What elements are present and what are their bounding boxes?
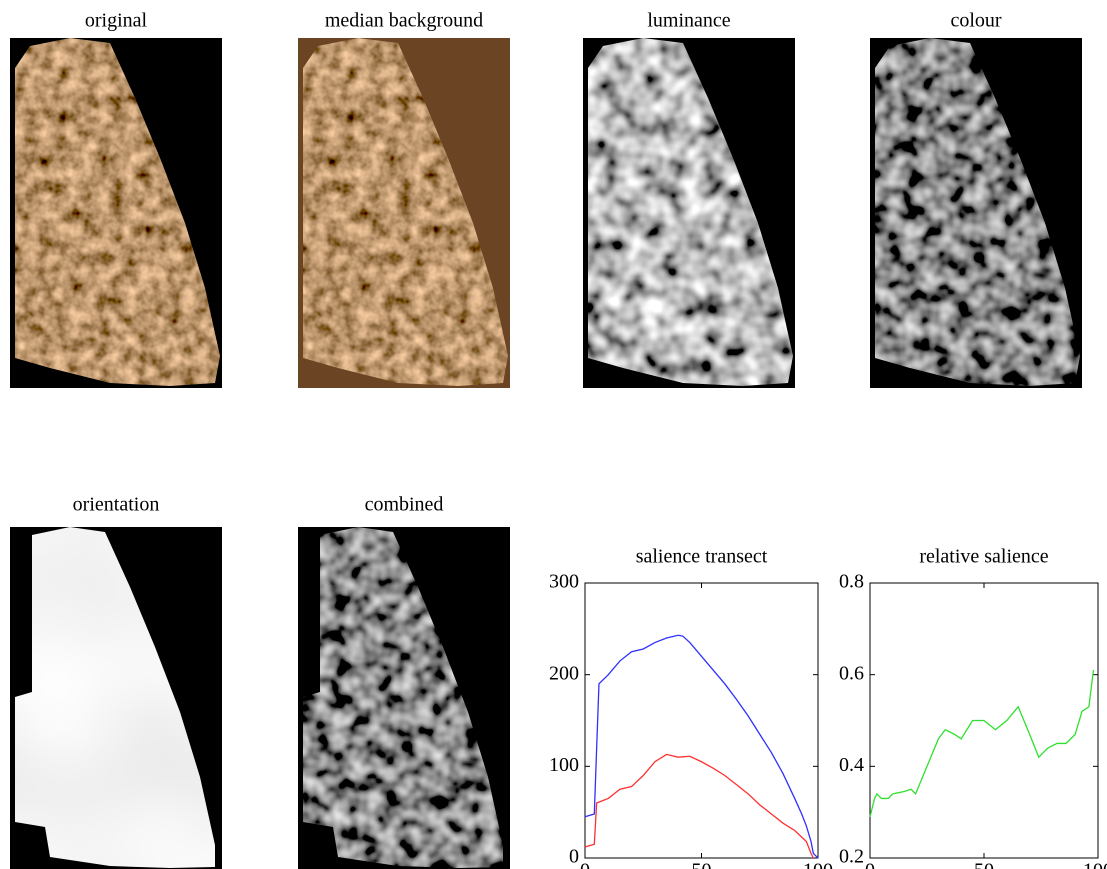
image-luminance: [583, 38, 795, 388]
x-tick-label: 50: [692, 860, 712, 869]
axes-box: [869, 582, 1099, 859]
axes-box: [584, 582, 819, 859]
y-tick-label: 300: [549, 571, 579, 593]
image-median-background: [298, 38, 510, 388]
image-original: [10, 38, 222, 388]
y-tick-label: 0.4: [839, 754, 864, 776]
chart-title: salience transect: [636, 546, 768, 568]
chart-title: relative salience: [919, 546, 1048, 568]
y-tick-label: 0.8: [839, 571, 864, 593]
x-tick-label: 100: [1083, 860, 1107, 869]
image-colour: [870, 38, 1082, 388]
y-tick-label: 0: [569, 846, 579, 868]
line-series: [584, 634, 819, 859]
panel-title: median background: [325, 10, 483, 32]
x-tick-label: 0: [865, 860, 875, 869]
x-tick-label: 0: [580, 860, 590, 869]
x-tick-label: 50: [974, 860, 994, 869]
y-tick-label: 0.6: [839, 662, 864, 684]
line-series: [584, 753, 814, 859]
y-tick-label: 200: [549, 662, 579, 684]
panel-title: combined: [365, 494, 444, 516]
y-tick-label: 0.2: [839, 846, 864, 868]
image-orientation: [10, 527, 222, 869]
panel-title: original: [85, 10, 148, 32]
y-tick-label: 100: [549, 754, 579, 776]
panel-title: luminance: [647, 10, 730, 32]
x-tick-label: 100: [803, 860, 833, 869]
line-series: [869, 669, 1095, 817]
image-combined: [298, 527, 510, 869]
panel-title: colour: [950, 10, 1001, 32]
panel-title: orientation: [73, 494, 160, 516]
